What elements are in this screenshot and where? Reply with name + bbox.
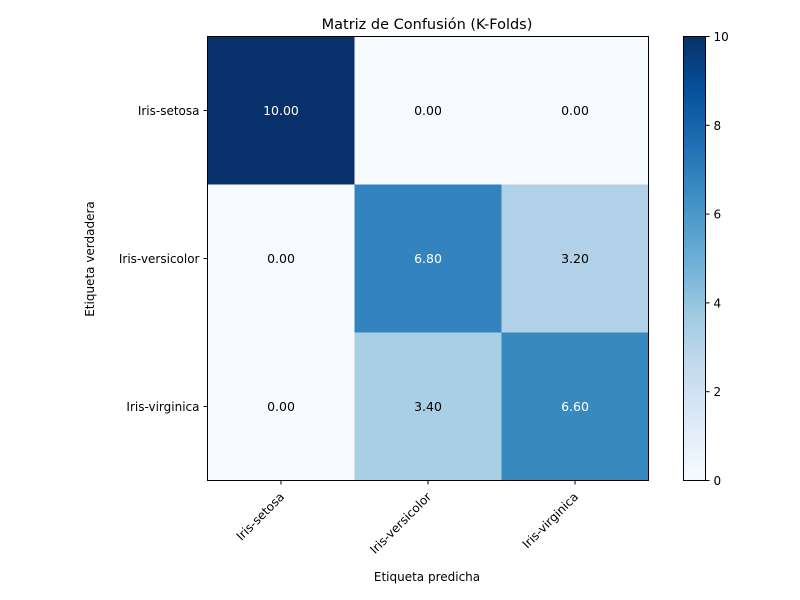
colorbar-tick-label: 10 <box>714 30 729 44</box>
heatmap-cell <box>207 184 355 333</box>
heatmap-cell <box>354 184 502 333</box>
x-axis-label: Etiqueta predicha <box>374 570 480 584</box>
colorbar-tick-label: 0 <box>714 474 722 488</box>
x-axis-ticks: Iris-setosa Iris-versicolor Iris-virginica <box>234 480 582 557</box>
heatmap-cell <box>207 332 355 481</box>
cell-value-label: 0.00 <box>267 251 295 266</box>
cell-value-label: 0.00 <box>561 103 589 118</box>
chart-title: Matriz de Confusión (K-Folds) <box>322 17 533 33</box>
y-axis-ticks: Iris-setosa Iris-versicolor Iris-virginica <box>119 104 208 414</box>
heatmap-cell <box>354 332 502 481</box>
cell-value-label: 6.60 <box>561 399 589 414</box>
colorbar-ticks: 0 2 4 6 8 10 <box>705 30 729 488</box>
colorbar <box>683 36 706 481</box>
cell-value-label: 3.40 <box>414 399 442 414</box>
colorbar-tick-label: 8 <box>714 119 722 133</box>
cell-value-label: 6.80 <box>414 251 442 266</box>
x-tick-label: Iris-virginica <box>520 490 582 552</box>
colorbar-tick-label: 4 <box>714 296 722 310</box>
y-axis-label: Etiqueta verdadera <box>83 201 97 317</box>
cell-value-label: 3.20 <box>561 251 589 266</box>
heatmap-cell <box>207 36 355 185</box>
heatmap-cell <box>501 36 649 185</box>
cell-value-label: 0.00 <box>414 103 442 118</box>
heatmap-cell <box>501 332 649 481</box>
cell-value-label: 0.00 <box>267 399 295 414</box>
heatmap-cell <box>501 184 649 333</box>
y-tick-label: Iris-versicolor <box>119 252 200 266</box>
colorbar-tick-label: 2 <box>714 385 722 399</box>
heatmap-cells <box>207 36 649 481</box>
heatmap-cell <box>354 36 502 185</box>
x-tick-label: Iris-setosa <box>234 490 288 544</box>
y-tick-label: Iris-virginica <box>126 400 199 414</box>
y-tick-label: Iris-setosa <box>138 104 200 118</box>
colorbar-tick-label: 6 <box>714 208 722 222</box>
cell-value-label: 10.00 <box>263 103 299 118</box>
heatmap-cell-labels: 10.00 0.00 0.00 0.00 6.80 3.20 0.00 3.40 6.60 <box>263 103 589 414</box>
x-tick-label: Iris-versicolor <box>367 490 434 557</box>
